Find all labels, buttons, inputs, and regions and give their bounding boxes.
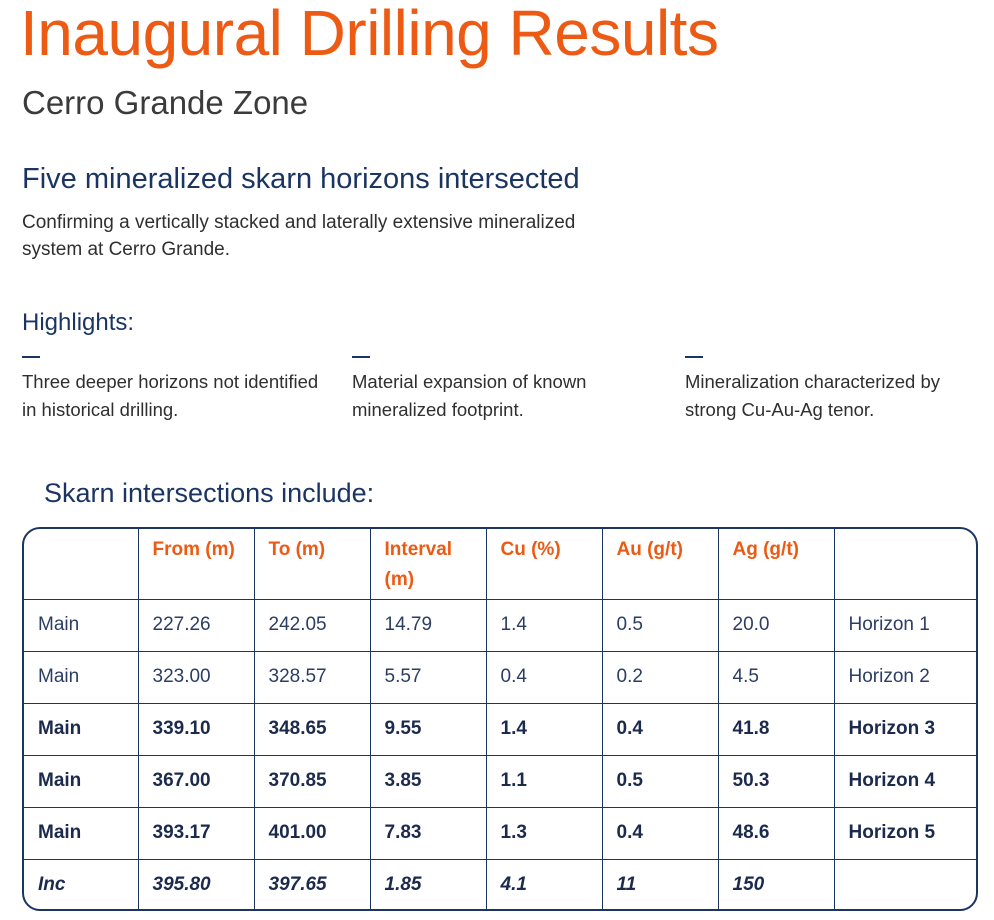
table-title: Skarn intersections include: bbox=[44, 478, 375, 508]
from-cell: 339.10 bbox=[138, 703, 255, 756]
to-cell: 328.57 bbox=[254, 651, 371, 704]
table-header-row: From (m) To (m) Interval (m) Cu (%) Au (… bbox=[24, 529, 976, 600]
cu-cell: 1.3 bbox=[486, 807, 603, 860]
horizon-cell bbox=[834, 859, 976, 909]
interval-cell: 14.79 bbox=[370, 599, 487, 652]
highlight-item: Material expansion of known mineralized … bbox=[352, 346, 672, 424]
page-title: Inaugural Drilling Results bbox=[20, 0, 719, 69]
from-cell: 367.00 bbox=[138, 755, 255, 808]
from-cell: 395.80 bbox=[138, 859, 255, 909]
zone-cell: Main bbox=[24, 703, 139, 756]
dash-divider bbox=[22, 356, 40, 358]
intersections-table-container: From (m) To (m) Interval (m) Cu (%) Au (… bbox=[22, 527, 978, 911]
highlight-item: Three deeper horizons not identified in … bbox=[22, 346, 332, 424]
table-row: Main 393.17 401.00 7.83 1.3 0.4 48.6 Horizon 5 bbox=[24, 807, 976, 860]
cu-cell: 1.4 bbox=[486, 599, 603, 652]
column-header-from: From (m) bbox=[138, 529, 255, 600]
from-cell: 393.17 bbox=[138, 807, 255, 860]
from-cell: 323.00 bbox=[138, 651, 255, 704]
highlight-item: Mineralization characterized by strong C… bbox=[685, 346, 985, 424]
to-cell: 397.65 bbox=[254, 859, 371, 909]
zone-cell: Main bbox=[24, 755, 139, 808]
column-header-au: Au (g/t) bbox=[602, 529, 719, 600]
table-row: Main 323.00 328.57 5.57 0.4 0.2 4.5 Horizon 2 bbox=[24, 651, 976, 704]
intersections-table: From (m) To (m) Interval (m) Cu (%) Au (… bbox=[24, 529, 976, 909]
horizon-cell: Horizon 1 bbox=[834, 599, 976, 652]
dash-divider bbox=[352, 356, 370, 358]
to-cell: 401.00 bbox=[254, 807, 371, 860]
au-cell: 0.4 bbox=[602, 703, 719, 756]
from-cell: 227.26 bbox=[138, 599, 255, 652]
column-header bbox=[834, 529, 976, 600]
column-header-interval: Interval (m) bbox=[370, 529, 487, 600]
cu-cell: 1.1 bbox=[486, 755, 603, 808]
cu-cell: 1.4 bbox=[486, 703, 603, 756]
ag-cell: 20.0 bbox=[718, 599, 835, 652]
column-header-ag: Ag (g/t) bbox=[718, 529, 835, 600]
zone-cell: Main bbox=[24, 599, 139, 652]
cu-cell: 4.1 bbox=[486, 859, 603, 909]
column-header-to: To (m) bbox=[254, 529, 371, 600]
au-cell: 0.2 bbox=[602, 651, 719, 704]
au-cell: 0.5 bbox=[602, 755, 719, 808]
ag-cell: 50.3 bbox=[718, 755, 835, 808]
column-header bbox=[24, 529, 139, 600]
au-cell: 11 bbox=[602, 859, 719, 909]
to-cell: 370.85 bbox=[254, 755, 371, 808]
horizon-cell: Horizon 2 bbox=[834, 651, 976, 704]
to-cell: 242.05 bbox=[254, 599, 371, 652]
interval-cell: 1.85 bbox=[370, 859, 487, 909]
table-row: Main 227.26 242.05 14.79 1.4 0.5 20.0 Horizon 1 bbox=[24, 599, 976, 652]
section-description: Confirming a vertically stacked and late… bbox=[22, 212, 576, 260]
table-row: Inc 395.80 397.65 1.85 4.1 11 150 bbox=[24, 859, 976, 909]
ag-cell: 41.8 bbox=[718, 703, 835, 756]
column-header-cu: Cu (%) bbox=[486, 529, 603, 600]
highlight-text: Mineralization characterized by strong C… bbox=[685, 371, 941, 420]
ag-cell: 150 bbox=[718, 859, 835, 909]
interval-cell: 3.85 bbox=[370, 755, 487, 808]
highlights-title: Highlights: bbox=[22, 309, 135, 336]
interval-cell: 5.57 bbox=[370, 651, 487, 704]
page-subtitle: Cerro Grande Zone bbox=[22, 84, 309, 121]
table-row: Main 339.10 348.65 9.55 1.4 0.4 41.8 Horizon 3 bbox=[24, 703, 976, 756]
cu-cell: 0.4 bbox=[486, 651, 603, 704]
table-row: Main 367.00 370.85 3.85 1.1 0.5 50.3 Horizon 4 bbox=[24, 755, 976, 808]
au-cell: 0.5 bbox=[602, 599, 719, 652]
to-cell: 348.65 bbox=[254, 703, 371, 756]
zone-cell: Main bbox=[24, 651, 139, 704]
interval-cell: 7.83 bbox=[370, 807, 487, 860]
interval-cell: 9.55 bbox=[370, 703, 487, 756]
ag-cell: 48.6 bbox=[718, 807, 835, 860]
dash-divider bbox=[685, 356, 703, 358]
horizon-cell: Horizon 4 bbox=[834, 755, 976, 808]
zone-cell: Main bbox=[24, 807, 139, 860]
highlight-text: Three deeper horizons not identified in … bbox=[22, 371, 319, 420]
horizon-cell: Horizon 5 bbox=[834, 807, 976, 860]
highlight-text: Material expansion of known mineralized … bbox=[352, 371, 587, 420]
ag-cell: 4.5 bbox=[718, 651, 835, 704]
section-heading: Five mineralized skarn horizons intersec… bbox=[22, 163, 580, 195]
horizon-cell: Horizon 3 bbox=[834, 703, 976, 756]
au-cell: 0.4 bbox=[602, 807, 719, 860]
zone-cell: Inc bbox=[24, 859, 139, 909]
